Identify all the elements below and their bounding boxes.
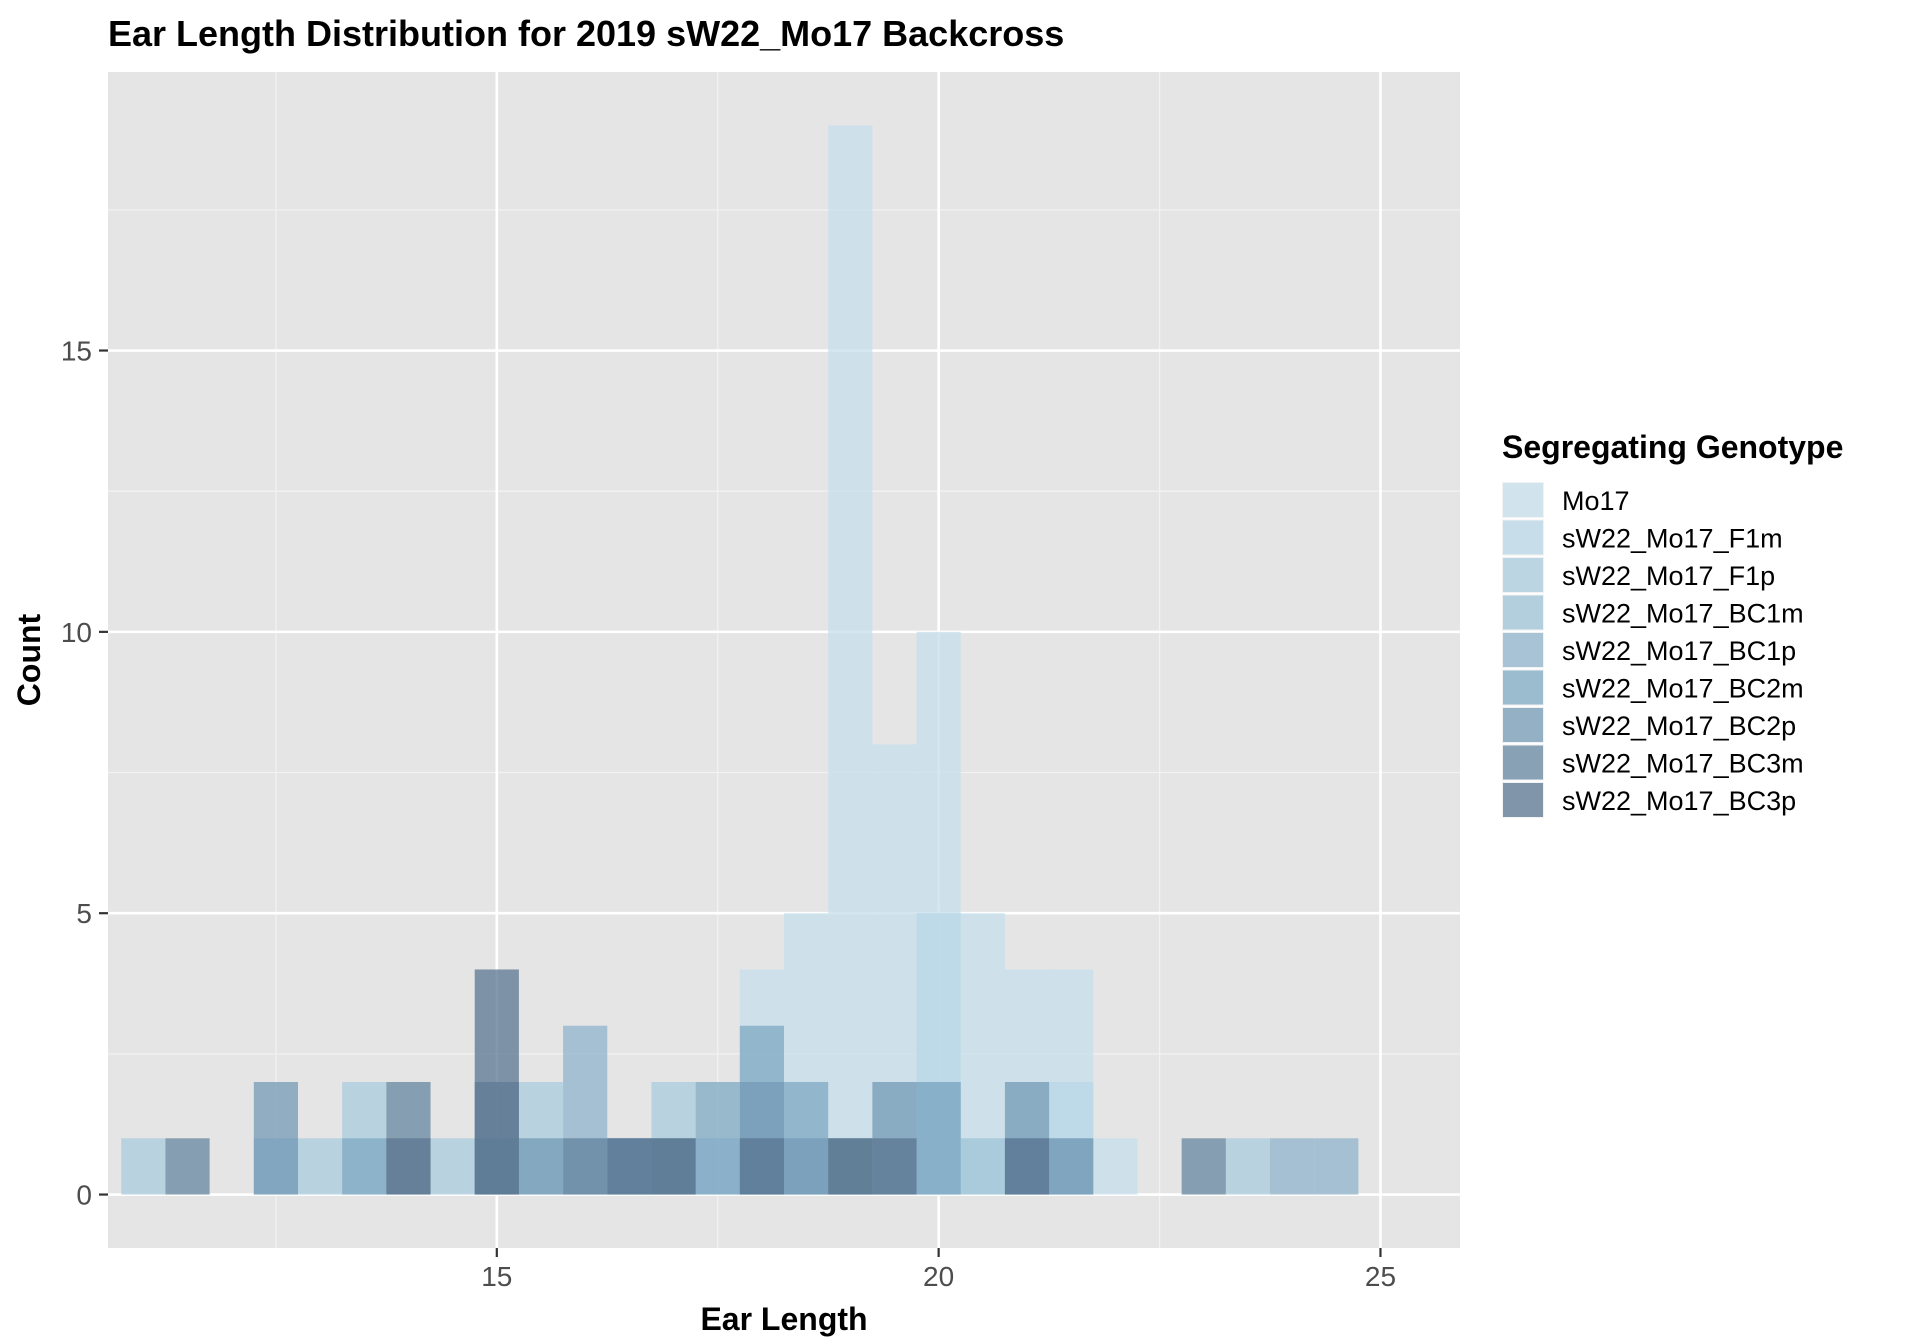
histogram-bar	[1004, 1138, 1050, 1195]
y-tick-label: 0	[76, 1180, 92, 1211]
y-tick-label: 15	[61, 336, 92, 367]
legend-swatch	[1503, 483, 1543, 517]
histogram-bars	[121, 125, 1359, 1195]
histogram-bar	[121, 1138, 166, 1195]
histogram-bar	[916, 1082, 961, 1195]
histogram-bar	[430, 1138, 475, 1195]
axis-ticks: 15 20 25 0 5 10 15	[61, 336, 1396, 1292]
histogram-bar	[784, 1138, 829, 1195]
legend-label: sW22_Mo17_BC2p	[1562, 711, 1796, 741]
legend-swatch	[1503, 783, 1543, 817]
legend-label: sW22_Mo17_BC1m	[1562, 599, 1804, 629]
histogram-bar	[1181, 1138, 1226, 1195]
legend-label: sW22_Mo17_F1p	[1562, 561, 1775, 591]
legend-items: Mo17 sW22_Mo17_F1m sW22_Mo17_F1p sW22_Mo17_…	[1502, 482, 1804, 818]
legend-item: sW22_Mo17_F1m	[1502, 519, 1783, 556]
legend: Segregating Genotype Mo17 sW22_Mo17_F1m sW…	[1502, 429, 1843, 818]
legend-item: sW22_Mo17_BC3m	[1502, 744, 1804, 781]
histogram-bar	[1314, 1138, 1359, 1195]
histogram-bar	[828, 125, 873, 1195]
histogram-bar	[651, 1138, 696, 1195]
legend-swatch	[1503, 633, 1543, 667]
legend-label: Mo17	[1562, 486, 1630, 516]
histogram-bar	[960, 1138, 1005, 1195]
legend-title: Segregating Genotype	[1502, 429, 1843, 465]
y-tick-label: 5	[76, 898, 92, 929]
histogram-bar	[739, 1138, 784, 1195]
histogram-bar	[607, 1138, 652, 1195]
legend-item: sW22_Mo17_BC2m	[1502, 669, 1804, 706]
y-tick-label: 10	[61, 617, 92, 648]
histogram-bar	[1093, 1138, 1138, 1195]
legend-swatch	[1503, 558, 1543, 592]
y-axis-label: Count	[11, 613, 47, 706]
legend-swatch	[1503, 745, 1543, 780]
histogram-bar	[474, 969, 519, 1195]
histogram-bar	[253, 1082, 298, 1195]
legend-swatch	[1503, 520, 1543, 555]
x-tick-label: 20	[923, 1261, 954, 1292]
legend-label: sW22_Mo17_BC3m	[1562, 749, 1804, 779]
legend-item: sW22_Mo17_F1p	[1502, 557, 1775, 593]
chart-title: Ear Length Distribution for 2019 sW22_Mo…	[108, 13, 1064, 54]
x-axis-label: Ear Length	[700, 1301, 867, 1337]
legend-label: sW22_Mo17_BC3p	[1562, 786, 1796, 816]
histogram-bar	[1049, 1138, 1094, 1195]
legend-item: sW22_Mo17_BC1p	[1502, 632, 1796, 668]
histogram-bar	[386, 1138, 431, 1195]
histogram-bar	[518, 1138, 564, 1195]
legend-item: sW22_Mo17_BC2p	[1502, 707, 1796, 743]
legend-swatch	[1503, 670, 1543, 705]
histogram-bar	[165, 1138, 210, 1195]
legend-swatch	[1503, 708, 1543, 742]
legend-item: sW22_Mo17_BC3p	[1502, 782, 1796, 818]
legend-label: sW22_Mo17_BC2m	[1562, 674, 1804, 704]
x-tick-label: 25	[1365, 1261, 1396, 1292]
histogram-bar	[872, 1138, 917, 1195]
histogram-bar	[563, 1138, 608, 1195]
legend-label: sW22_Mo17_F1m	[1562, 524, 1783, 554]
histogram-bar	[342, 1138, 387, 1195]
histogram-bar	[297, 1138, 343, 1195]
histogram-bar	[1270, 1138, 1315, 1195]
legend-item: sW22_Mo17_BC1m	[1502, 594, 1804, 631]
x-tick-label: 15	[481, 1261, 512, 1292]
series-sW22_Mo17_BC3p	[386, 969, 1050, 1195]
histogram-bar	[1225, 1138, 1271, 1195]
histogram-bar	[828, 1138, 873, 1195]
legend-swatch	[1503, 595, 1543, 630]
legend-label: sW22_Mo17_BC1p	[1562, 636, 1796, 666]
histogram-bar	[695, 1082, 740, 1195]
legend-item: Mo17	[1502, 482, 1630, 518]
